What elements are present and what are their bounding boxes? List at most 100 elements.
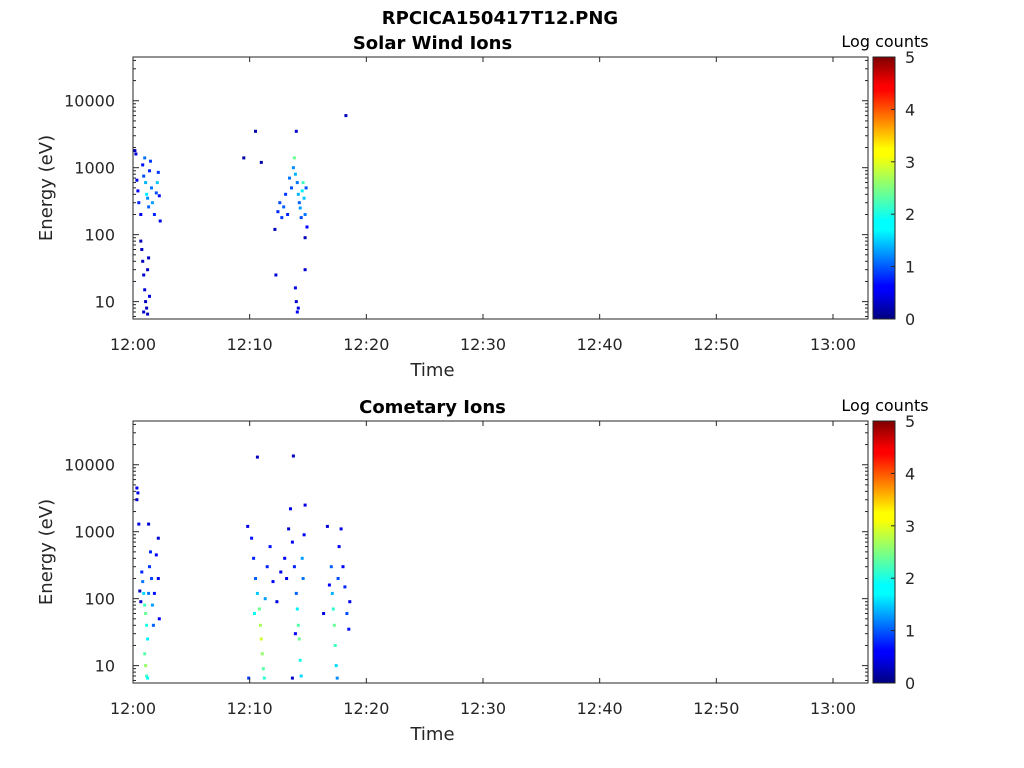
colorbar-tick-label: 4 <box>905 464 915 483</box>
data-cell <box>157 194 161 198</box>
data-cell <box>148 294 151 298</box>
x-tick-label: 13:00 <box>810 335 856 354</box>
data-cell <box>156 170 160 174</box>
data-cell <box>145 623 149 627</box>
data-cell <box>258 623 262 627</box>
data-cell <box>301 181 305 185</box>
data-cell <box>293 632 297 636</box>
data-cell <box>242 156 246 160</box>
data-cell <box>302 533 306 537</box>
data-cell <box>299 216 303 220</box>
data-cell <box>246 524 250 528</box>
colorbar-tick-label: 0 <box>905 310 915 329</box>
data-cell <box>134 152 138 156</box>
data-cell <box>146 312 150 316</box>
data-cell <box>152 591 156 595</box>
data-cell <box>341 565 345 569</box>
y-tick-label: 100 <box>84 226 115 245</box>
x-tick-label: 12:10 <box>227 699 273 718</box>
data-cell <box>155 181 159 185</box>
data-cell <box>143 156 147 160</box>
data-cell <box>337 545 341 549</box>
data-cell <box>136 189 140 193</box>
x-tick-label: 12:40 <box>577 699 623 718</box>
data-cell <box>150 603 154 607</box>
data-cell <box>142 273 146 277</box>
data-cell <box>290 186 293 190</box>
data-cell <box>145 192 149 196</box>
y-axis-label: Energy (eV) <box>36 499 57 605</box>
colorbar-label: Log counts <box>841 32 928 51</box>
data-cell <box>336 577 340 580</box>
data-cell <box>303 268 307 272</box>
data-cell <box>141 259 145 263</box>
colorbar-tick-label: 5 <box>905 48 915 67</box>
data-cell <box>143 603 147 607</box>
data-cell <box>303 213 307 216</box>
data-cell <box>143 652 147 656</box>
data-cell <box>254 577 257 580</box>
data-cell <box>154 553 158 557</box>
data-cell <box>150 186 153 190</box>
data-cell <box>149 159 152 163</box>
y-tick-label: 100 <box>84 590 115 609</box>
data-cell <box>257 607 261 611</box>
data-cell <box>145 674 149 678</box>
data-cell <box>299 674 303 678</box>
colorbar-tick-label: 2 <box>905 569 915 588</box>
data-cell <box>335 676 339 680</box>
data-cell <box>296 623 300 627</box>
data-cell <box>144 300 148 304</box>
data-cell <box>137 522 141 526</box>
data-cell <box>290 676 294 680</box>
x-tick-label: 12:00 <box>110 335 156 354</box>
data-cell <box>278 201 282 205</box>
data-cell <box>289 507 292 511</box>
plot-area <box>133 421 868 683</box>
data-cell <box>135 486 139 490</box>
data-cell <box>157 617 161 621</box>
x-axis-label: Time <box>409 724 454 745</box>
data-cell <box>138 589 142 593</box>
data-cell <box>334 664 338 668</box>
data-cell <box>329 565 333 569</box>
data-cell <box>325 524 329 528</box>
figure-title: RPCICA150417T12.PNG <box>382 8 618 29</box>
data-cell <box>259 637 263 641</box>
data-cell <box>140 570 144 574</box>
data-cell <box>285 577 289 580</box>
data-cell <box>295 607 299 611</box>
data-cell <box>283 556 287 560</box>
data-cell <box>291 166 295 170</box>
colorbar-tick-label: 1 <box>905 258 915 277</box>
data-cell <box>347 627 351 631</box>
data-cell <box>262 676 266 680</box>
data-cell <box>133 149 137 153</box>
data-cell <box>287 527 291 531</box>
y-tick-label: 10000 <box>64 456 115 475</box>
colorbar-tick-label: 4 <box>905 100 915 119</box>
colorbar: Log counts 0 1 2 3 4 5 <box>841 32 928 329</box>
panel-title: Solar Wind Ions <box>353 33 512 54</box>
data-cell <box>136 491 140 495</box>
data-cell <box>255 591 259 595</box>
data-cell <box>297 201 301 205</box>
data-cell <box>142 591 146 595</box>
data-cell <box>297 637 301 641</box>
y-axis-label: Energy (eV) <box>36 135 57 241</box>
x-tick-label: 12:30 <box>460 335 506 354</box>
x-tick-label: 12:20 <box>343 335 389 354</box>
data-cell <box>332 623 336 627</box>
data-cell <box>322 612 326 615</box>
x-tick-label: 12:20 <box>343 699 389 718</box>
colorbar-tick-label: 3 <box>905 517 915 536</box>
data-cell <box>348 600 352 604</box>
data-cell <box>148 565 151 569</box>
data-cell <box>298 206 302 210</box>
data-cell <box>294 129 298 133</box>
data-cell <box>145 306 149 310</box>
data-cell <box>135 498 139 502</box>
data-cell <box>151 623 155 627</box>
data-cell <box>259 160 263 164</box>
data-cell <box>295 181 299 185</box>
